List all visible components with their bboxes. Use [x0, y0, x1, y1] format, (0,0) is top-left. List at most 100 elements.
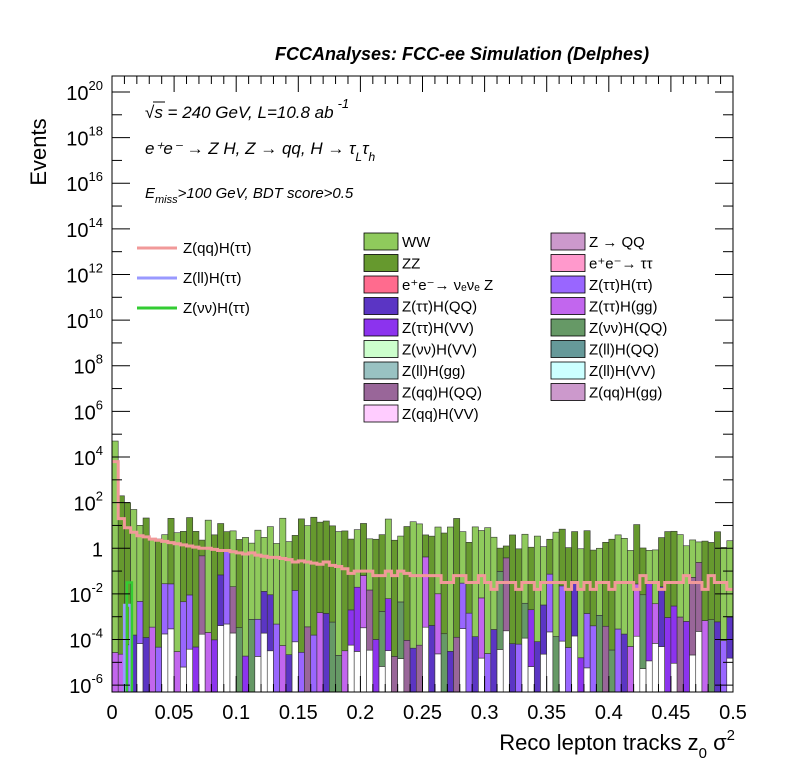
stack-bar	[397, 535, 405, 603]
stack-bar	[571, 635, 579, 693]
legend-label-background: Z(ττ)H(VV)	[402, 320, 474, 337]
stack-bar	[689, 539, 697, 578]
legend-label-background: Z(ll)H(gg)	[402, 363, 465, 380]
legend-swatch	[363, 404, 399, 423]
legend-swatch	[550, 297, 586, 315]
stack-bar	[353, 651, 361, 693]
stack-bar	[670, 530, 678, 607]
x-tick-label: 0.15	[279, 702, 318, 724]
stack-bar	[620, 537, 628, 635]
stack-bar	[353, 586, 361, 652]
legend-label-background: Z(qq)H(VV)	[402, 406, 479, 423]
stack-bar	[391, 656, 398, 693]
y-tick-label: 1020	[66, 78, 103, 105]
legend-label-signal: Z(ll)H(ττ)	[183, 270, 242, 287]
stack-bar	[695, 631, 703, 693]
stack-bar	[366, 649, 374, 693]
stack-bar	[161, 633, 169, 693]
stack-bar	[223, 531, 231, 551]
stack-bar	[527, 546, 535, 611]
stack-bar	[651, 603, 659, 644]
stack-bar	[335, 655, 343, 693]
chart-header-title: FCCAnalyses: FCC-ee Simulation (Delphes)	[275, 44, 650, 64]
stack-bar	[384, 518, 392, 599]
stack-bar	[204, 519, 212, 633]
stack-bar	[360, 523, 367, 576]
stack-bar	[155, 646, 162, 693]
y-tick-label: 1010	[66, 306, 103, 333]
stack-bar	[223, 623, 231, 693]
legend-label-signal: Z(qq)H(ττ)	[183, 240, 252, 257]
legend-label-background: e⁺e⁻→ ττ	[589, 256, 653, 273]
stack-bar	[161, 583, 169, 635]
stack-bar	[384, 650, 392, 693]
legend-swatch	[550, 361, 586, 380]
stack-bar	[378, 666, 386, 693]
stack-bar	[273, 623, 280, 693]
y-tick-label: 102	[74, 489, 103, 516]
stack-bar	[496, 649, 504, 693]
stack-bar	[527, 609, 535, 667]
stack-bar	[428, 625, 436, 693]
stack-bar	[639, 594, 647, 669]
stack-bar	[229, 530, 237, 588]
stack-bar	[347, 609, 355, 646]
stack-bar	[254, 618, 262, 657]
stack-bar	[260, 632, 268, 693]
stack-bar	[465, 612, 473, 693]
stack-bar	[478, 657, 485, 693]
stack-bar	[658, 646, 665, 693]
legend-swatch	[550, 275, 586, 294]
stack-bar	[459, 628, 467, 693]
legend-swatch	[363, 383, 399, 401]
stack-bar	[515, 548, 523, 645]
x-axis-label: Reco lepton tracks z0 σ2	[499, 727, 735, 762]
stack-bar	[198, 555, 206, 635]
stack-bar	[353, 529, 361, 588]
y-axis-ticks: 1020 1018 1016 1014 1012 1010 108 106 104 102 1 10-…	[66, 78, 733, 698]
stack-bar	[422, 534, 430, 558]
annotation-selection: Emiss>100 GeV, BDT score>0.5	[145, 185, 354, 206]
stack-bar	[329, 525, 336, 623]
stack-bar	[310, 516, 318, 636]
y-tick-label: 10-4	[69, 626, 103, 653]
stack-bar	[447, 651, 454, 693]
y-tick-label: 1018	[66, 124, 103, 151]
stack-bar	[670, 662, 678, 693]
x-tick-label: 0.1	[222, 702, 250, 724]
stack-bar	[366, 538, 374, 591]
stack-bar	[297, 651, 305, 693]
stack-bar	[676, 616, 684, 693]
x-tick-label: 0.5	[719, 702, 747, 724]
stack-bar	[341, 650, 349, 693]
stack-bar	[577, 548, 585, 659]
x-axis-ticks: 0 0.05 0.1 0.15 0.2 0.25 0.3 0.35 0.4 0.45 0.5	[106, 76, 747, 724]
stack-bar	[521, 533, 529, 604]
legend-swatch	[363, 254, 399, 272]
stack-bar	[378, 611, 386, 667]
stack-bar	[186, 594, 194, 650]
stack-bar	[254, 529, 262, 620]
legend-swatch	[363, 318, 399, 337]
stack-bar	[651, 643, 659, 693]
stack-bar	[478, 597, 485, 659]
stack-bar	[627, 646, 634, 693]
stack-bar	[664, 531, 672, 618]
annotation-process: e⁺e⁻ → Z H, Z → qq, H → τLτh	[145, 139, 375, 164]
stack-bar	[148, 538, 156, 628]
stack-bar	[447, 526, 454, 652]
stack-bar	[217, 574, 225, 626]
stack-bar	[322, 520, 330, 614]
stack-bar	[670, 605, 678, 664]
y-tick-label: 10-6	[69, 671, 103, 698]
stack-bar	[111, 652, 119, 693]
stack-bar	[254, 656, 262, 693]
legend-swatch	[550, 383, 586, 401]
stack-bar	[695, 541, 703, 563]
stack-bar	[291, 590, 299, 643]
stack-bar	[645, 660, 653, 693]
stack-bar	[186, 648, 194, 693]
stack-bar	[502, 630, 510, 693]
stack-bar	[658, 537, 665, 587]
